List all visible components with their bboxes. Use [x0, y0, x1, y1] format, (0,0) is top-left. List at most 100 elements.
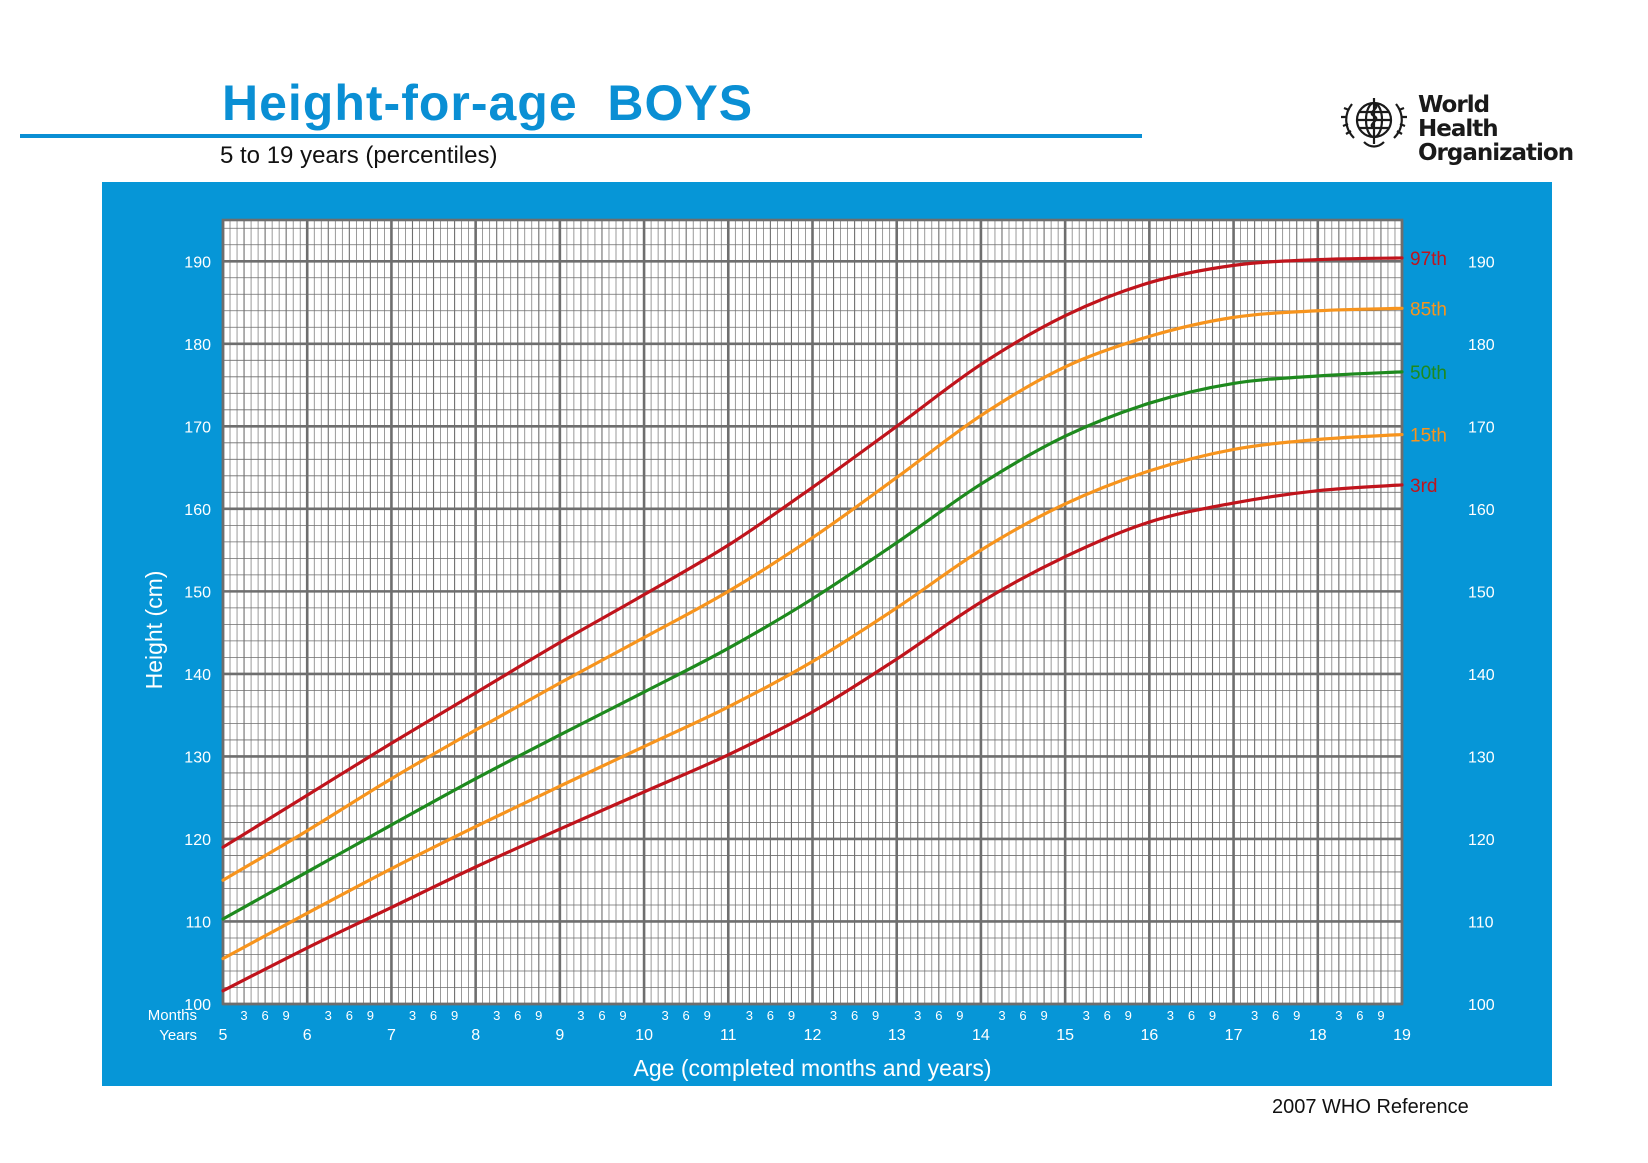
y-tick-label-right: 160: [1468, 502, 1495, 519]
x-tick-label: 6: [303, 1027, 312, 1044]
month-tick-label: 6: [683, 1008, 690, 1023]
y-axis-title: Height (cm): [141, 571, 167, 690]
y-tick-label-left: 180: [184, 337, 211, 354]
y-tick-label-right: 180: [1468, 337, 1495, 354]
x-tick-labels: 5 6 7 8 9 10 11 12 13 14 15 16 17 18 19: [219, 1027, 1411, 1044]
x-tick-label: 17: [1225, 1027, 1243, 1044]
x-tick-label: 13: [888, 1027, 906, 1044]
page-title: Height-for-age BOYS: [222, 75, 754, 131]
x-tick-label: 10: [635, 1027, 653, 1044]
y-tick-label-right: 190: [1468, 254, 1495, 271]
y-tick-label-left: 150: [184, 584, 211, 601]
month-tick-label: 3: [240, 1008, 247, 1023]
month-tick-label: 6: [1272, 1008, 1279, 1023]
who-wordmark-line1: World Health: [1418, 92, 1499, 142]
month-tick-label: 9: [535, 1008, 542, 1023]
who-wordmark: World Health Organization: [1418, 92, 1574, 166]
x-tick-label: 14: [972, 1027, 990, 1044]
curve-label-3rd: 3rd: [1410, 476, 1437, 497]
month-tick-label: 6: [346, 1008, 353, 1023]
x-tick-label: 16: [1140, 1027, 1158, 1044]
x-tick-label: 5: [219, 1027, 228, 1044]
month-tick-label: 3: [493, 1008, 500, 1023]
month-tick-label: 9: [1040, 1008, 1047, 1023]
x-tick-label: 7: [387, 1027, 396, 1044]
month-tick-label: 6: [1019, 1008, 1026, 1023]
month-tick-label: 9: [1209, 1008, 1216, 1023]
month-tick-label: 3: [577, 1008, 584, 1023]
growth-chart: 100 100 110 110 120 120 130 130 140 140 150 150 160 1…: [141, 218, 1495, 1081]
month-tick-label: 6: [514, 1008, 521, 1023]
x-axis-title: Age (completed months and years): [634, 1055, 992, 1081]
curve-50th: [221, 370, 1404, 921]
x-tick-label: 11: [720, 1027, 737, 1044]
y-tick-label-left: 100: [184, 997, 211, 1014]
month-tick-label: 3: [1167, 1008, 1174, 1023]
month-tick-label: 6: [767, 1008, 774, 1023]
x-tick-label: 8: [471, 1027, 480, 1044]
x-tick-label: 12: [804, 1027, 822, 1044]
month-tick-label: 3: [746, 1008, 753, 1023]
who-logo: World Health Organization: [1338, 90, 1574, 165]
curve-label-50th: 50th: [1410, 363, 1447, 384]
month-tick-label: 3: [914, 1008, 921, 1023]
month-tick-label: 9: [367, 1008, 374, 1023]
month-tick-label: 3: [325, 1008, 332, 1023]
curve-85th: [221, 306, 1404, 882]
y-tick-label-right: 100: [1468, 997, 1495, 1014]
month-tick-label: 9: [1377, 1008, 1384, 1023]
month-tick-label: 9: [1293, 1008, 1300, 1023]
plot-border: [221, 218, 1404, 1006]
curve-label-97th: 97th: [1410, 249, 1447, 270]
month-tick-label: 3: [998, 1008, 1005, 1023]
month-tick-label: 3: [1251, 1008, 1258, 1023]
y-tick-label-left: 160: [184, 502, 211, 519]
x-tick-label: 19: [1393, 1027, 1411, 1044]
y-tick-label-right: 130: [1468, 749, 1495, 766]
month-tick-label: 6: [1104, 1008, 1111, 1023]
y-tick-label-right: 110: [1468, 914, 1494, 931]
percentile-curves: 97th 85th 50th 15th 3rd: [221, 249, 1447, 993]
who-emblem-icon: [1341, 98, 1407, 148]
y-tick-label-left: 170: [184, 419, 211, 436]
y-tick-label-left: 120: [184, 832, 211, 849]
footer-reference: 2007 WHO Reference: [1272, 1096, 1469, 1118]
month-tick-label: 9: [704, 1008, 711, 1023]
month-tick-label: 9: [956, 1008, 963, 1023]
month-tick-label: 9: [872, 1008, 879, 1023]
month-tick-label: 6: [935, 1008, 942, 1023]
curve-15th: [221, 432, 1404, 961]
y-tick-label-left: 140: [184, 667, 211, 684]
curve-3rd: [221, 483, 1404, 993]
month-tick-label: 9: [619, 1008, 626, 1023]
chart-panel: 100 100 110 110 120 120 130 130 140 140 150 150 160 1…: [102, 182, 1552, 1086]
y-tick-label-right: 170: [1468, 419, 1495, 436]
month-tick-label: 3: [409, 1008, 416, 1023]
curve-97th: [221, 256, 1404, 849]
month-tick-label: 6: [1356, 1008, 1363, 1023]
y-tick-label-left: 130: [184, 749, 211, 766]
month-tick-label: 6: [261, 1008, 268, 1023]
month-tick-label: 3: [830, 1008, 837, 1023]
month-tick-label: 6: [851, 1008, 858, 1023]
y-tick-label-left: 190: [184, 254, 211, 271]
page-subtitle: 5 to 19 years (percentiles): [220, 142, 498, 169]
y-tick-label-right: 140: [1468, 667, 1495, 684]
x-tick-label: 9: [555, 1027, 564, 1044]
month-tick-label: 3: [1335, 1008, 1342, 1023]
months-row-label: Months: [148, 1007, 197, 1024]
y-tick-label-right: 120: [1468, 832, 1495, 849]
month-tick-label: 3: [662, 1008, 669, 1023]
month-tick-label: 9: [451, 1008, 458, 1023]
y-tick-label-right: 150: [1468, 584, 1495, 601]
month-tick-label: 9: [283, 1008, 290, 1023]
who-wordmark-line2: Organization: [1418, 140, 1574, 166]
y-tick-label-left: 110: [185, 914, 211, 931]
years-row-label: Years: [159, 1027, 197, 1044]
x-tick-label: 15: [1056, 1027, 1074, 1044]
month-tick-label: 9: [1125, 1008, 1132, 1023]
month-tick-label: 6: [430, 1008, 437, 1023]
title-underline: [20, 134, 1142, 138]
month-tick-label: 9: [788, 1008, 795, 1023]
